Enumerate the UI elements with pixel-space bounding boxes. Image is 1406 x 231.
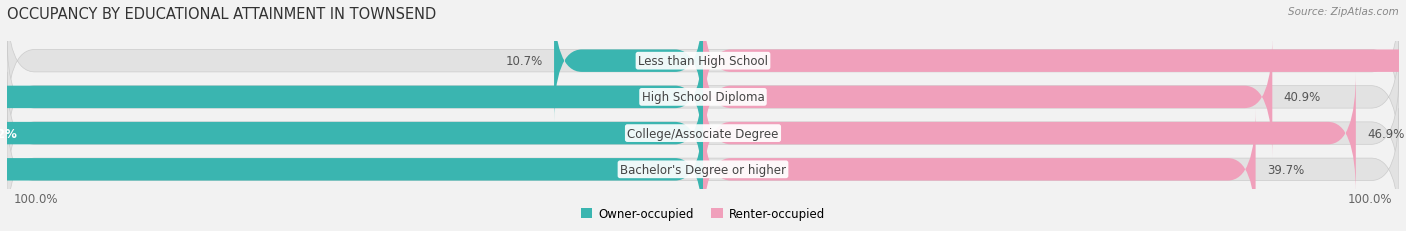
Text: OCCUPANCY BY EDUCATIONAL ATTAINMENT IN TOWNSEND: OCCUPANCY BY EDUCATIONAL ATTAINMENT IN T… <box>7 7 436 22</box>
FancyBboxPatch shape <box>7 109 1399 231</box>
FancyBboxPatch shape <box>703 73 1355 195</box>
Text: College/Associate Degree: College/Associate Degree <box>627 127 779 140</box>
FancyBboxPatch shape <box>0 73 703 195</box>
FancyBboxPatch shape <box>7 36 1399 158</box>
Text: 100.0%: 100.0% <box>1347 192 1392 205</box>
Text: Less than High School: Less than High School <box>638 55 768 68</box>
Text: 46.9%: 46.9% <box>1367 127 1405 140</box>
FancyBboxPatch shape <box>703 109 1256 231</box>
Text: 39.7%: 39.7% <box>1267 163 1303 176</box>
Text: 10.7%: 10.7% <box>506 55 543 68</box>
Text: Source: ZipAtlas.com: Source: ZipAtlas.com <box>1288 7 1399 17</box>
FancyBboxPatch shape <box>703 36 1272 158</box>
Legend: Owner-occupied, Renter-occupied: Owner-occupied, Renter-occupied <box>576 203 830 225</box>
FancyBboxPatch shape <box>0 109 703 231</box>
Text: 53.2%: 53.2% <box>0 127 17 140</box>
FancyBboxPatch shape <box>703 0 1406 122</box>
FancyBboxPatch shape <box>7 0 1399 122</box>
Text: 40.9%: 40.9% <box>1284 91 1320 104</box>
FancyBboxPatch shape <box>554 0 703 122</box>
FancyBboxPatch shape <box>0 36 703 158</box>
Text: High School Diploma: High School Diploma <box>641 91 765 104</box>
Text: 100.0%: 100.0% <box>14 192 59 205</box>
Text: Bachelor's Degree or higher: Bachelor's Degree or higher <box>620 163 786 176</box>
FancyBboxPatch shape <box>7 73 1399 195</box>
